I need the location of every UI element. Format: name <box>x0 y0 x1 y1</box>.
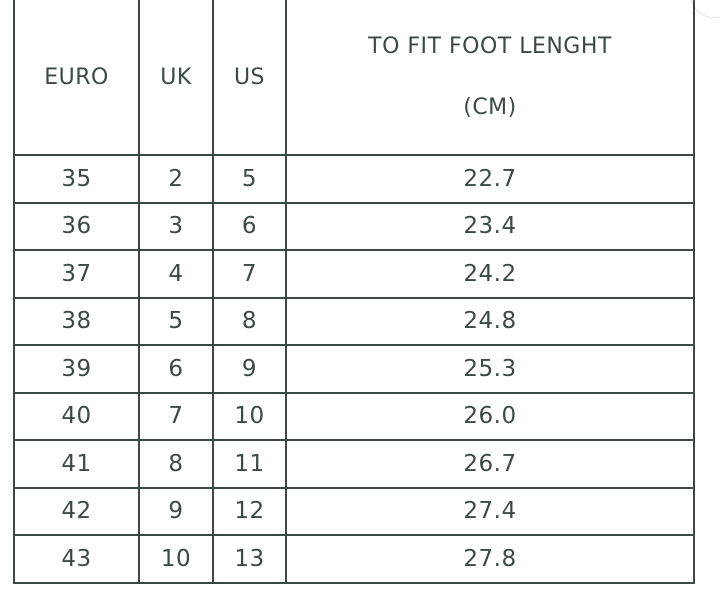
cell-us: 6 <box>212 201 287 251</box>
size-chart-table: EURO UK US TO FIT FOOT LENGHT (CM) 35 2 5 2… <box>13 0 695 584</box>
cell-uk: 10 <box>138 534 214 584</box>
table-row: 43 10 13 27.8 <box>13 534 695 584</box>
header-euro: EURO <box>13 0 140 156</box>
cell-uk: 9 <box>138 486 214 536</box>
cell-us: 12 <box>212 486 287 536</box>
cell-euro: 36 <box>13 201 140 251</box>
cell-us: 5 <box>212 154 287 204</box>
cell-uk: 3 <box>138 201 214 251</box>
cell-us: 9 <box>212 344 287 394</box>
table-row: 40 7 10 26.0 <box>13 391 695 441</box>
cell-euro: 35 <box>13 154 140 204</box>
header-foot-length-unit: (CM) <box>463 95 517 120</box>
cell-cm: 22.7 <box>285 154 695 204</box>
cell-cm: 26.7 <box>285 439 695 489</box>
header-foot-length-label: TO FIT FOOT LENGHT <box>368 34 612 59</box>
cell-uk: 4 <box>138 249 214 299</box>
cell-euro: 42 <box>13 486 140 536</box>
cell-cm: 27.8 <box>285 534 695 584</box>
cell-cm: 23.4 <box>285 201 695 251</box>
cell-us: 10 <box>212 391 287 441</box>
cell-uk: 7 <box>138 391 214 441</box>
cell-cm: 24.2 <box>285 249 695 299</box>
table-row: 37 4 7 24.2 <box>13 249 695 299</box>
cell-euro: 38 <box>13 296 140 346</box>
table-row: 41 8 11 26.7 <box>13 439 695 489</box>
table-row: 38 5 8 24.8 <box>13 296 695 346</box>
cell-uk: 5 <box>138 296 214 346</box>
cell-us: 7 <box>212 249 287 299</box>
cell-euro: 37 <box>13 249 140 299</box>
header-uk: UK <box>138 0 214 156</box>
cell-cm: 24.8 <box>285 296 695 346</box>
cell-cm: 27.4 <box>285 486 695 536</box>
cell-euro: 40 <box>13 391 140 441</box>
table-row: 35 2 5 22.7 <box>13 154 695 204</box>
cell-uk: 2 <box>138 154 214 204</box>
cell-uk: 6 <box>138 344 214 394</box>
cell-euro: 43 <box>13 534 140 584</box>
header-us: US <box>212 0 287 156</box>
cell-euro: 41 <box>13 439 140 489</box>
table-row: 42 9 12 27.4 <box>13 486 695 536</box>
header-foot-length: TO FIT FOOT LENGHT (CM) <box>285 0 695 156</box>
table-row: 36 3 6 23.4 <box>13 201 695 251</box>
cell-us: 13 <box>212 534 287 584</box>
cell-us: 11 <box>212 439 287 489</box>
cell-cm: 25.3 <box>285 344 695 394</box>
cell-uk: 8 <box>138 439 214 489</box>
cell-euro: 39 <box>13 344 140 394</box>
table-row: 39 6 9 25.3 <box>13 344 695 394</box>
header-row: EURO UK US TO FIT FOOT LENGHT (CM) <box>13 0 695 156</box>
cell-us: 8 <box>212 296 287 346</box>
cell-cm: 26.0 <box>285 391 695 441</box>
